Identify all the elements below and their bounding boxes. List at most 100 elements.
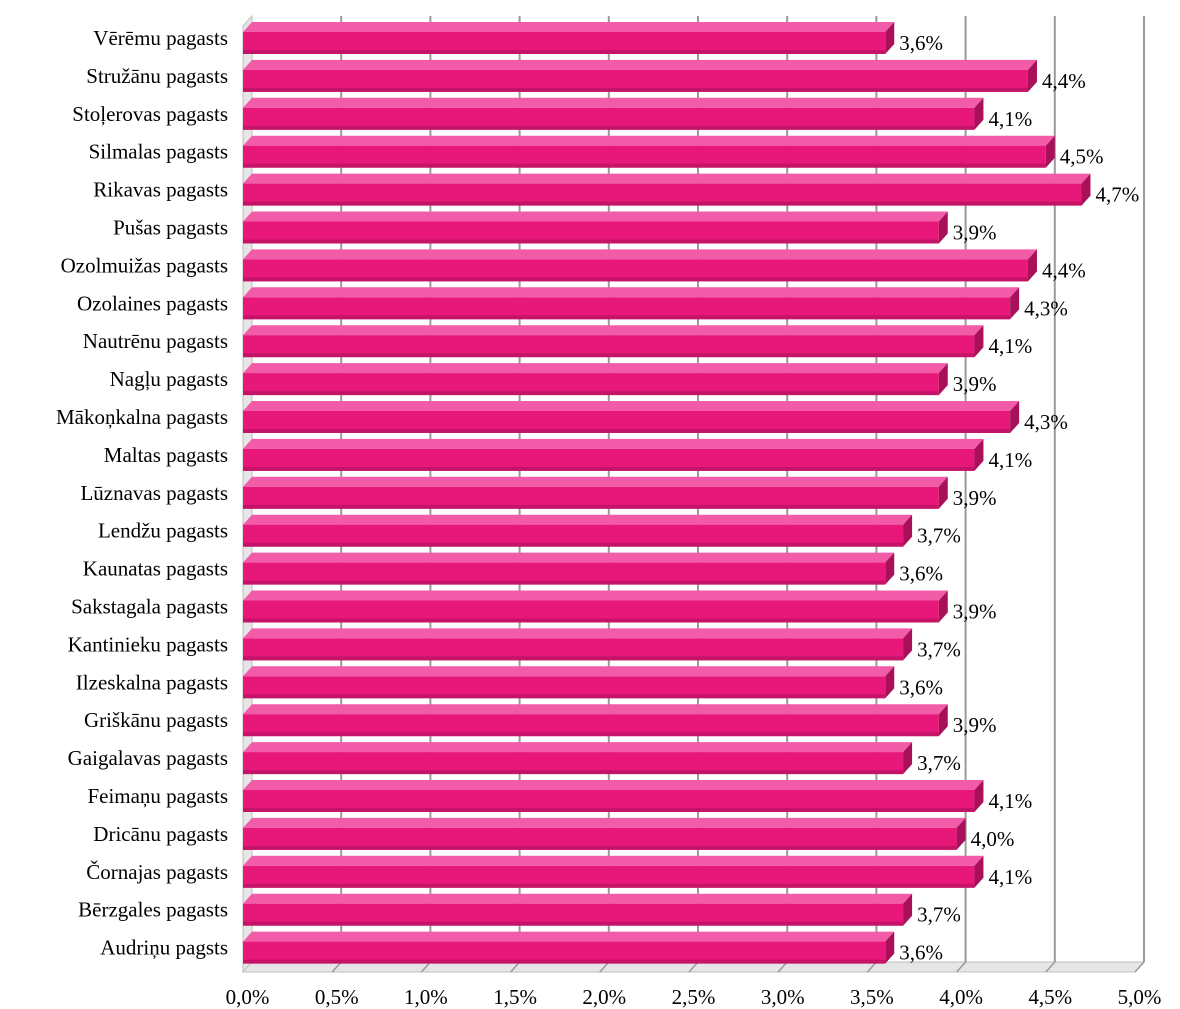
bar-front <box>243 373 939 396</box>
x-tick-label: 4,0% <box>939 985 983 1009</box>
bar-top <box>243 893 913 904</box>
x-tick-label: 0,0% <box>226 985 270 1009</box>
gridline-floor <box>688 961 699 973</box>
bar-shadow <box>243 353 975 358</box>
bar-front <box>243 524 904 547</box>
bar-end <box>974 438 984 471</box>
x-tick-label: 0,5% <box>315 985 359 1009</box>
category-label: Mākoņkalna pagasts <box>56 405 228 429</box>
gridline-floor <box>1134 961 1145 973</box>
data-label: 4,5% <box>1060 145 1104 169</box>
bar-end <box>1045 135 1055 168</box>
bar-front <box>243 827 957 850</box>
bar-end <box>938 590 948 623</box>
bar-shadow <box>243 770 904 775</box>
category-label: Griškānu pagasts <box>84 708 228 732</box>
bar-front <box>243 790 975 812</box>
bar <box>243 287 1020 320</box>
bar-shadow <box>243 50 886 54</box>
bar-front <box>243 69 1028 92</box>
bar-front <box>243 600 939 623</box>
bar-top <box>243 931 895 942</box>
category-label: Audriņu pagsts <box>100 936 228 960</box>
bar-top <box>243 780 984 790</box>
bar-front <box>243 259 1028 282</box>
gridline-floor <box>420 961 431 973</box>
bar <box>243 552 895 585</box>
data-label: 3,9% <box>953 713 997 737</box>
bar-shadow <box>243 163 1046 168</box>
data-label: 3,7% <box>917 524 961 548</box>
bar-end <box>938 211 948 244</box>
bar-end <box>885 22 895 54</box>
bar-shadow <box>243 618 939 623</box>
bar <box>243 704 948 737</box>
bar <box>243 855 984 888</box>
bar-end <box>974 780 984 812</box>
category-label: Lendžu pagasts <box>98 519 228 543</box>
category-label: Stružānu pagasts <box>86 64 228 88</box>
category-label: Maltas pagasts <box>104 443 228 467</box>
bar-end <box>974 325 984 358</box>
x-tick-label: 5,0% <box>1118 985 1162 1009</box>
gridline-floor <box>1045 961 1056 973</box>
data-label: 3,7% <box>917 637 961 661</box>
x-tick-label: 2,5% <box>672 985 716 1009</box>
bar <box>243 893 913 926</box>
bar-shadow <box>243 808 975 812</box>
data-label: 3,6% <box>899 675 943 699</box>
bar <box>243 931 895 964</box>
category-label: Lūznavas pagasts <box>80 481 228 505</box>
data-label: 4,4% <box>1042 258 1086 282</box>
bar-top <box>243 855 984 866</box>
bars <box>243 22 1091 964</box>
x-tick-label: 4,5% <box>1028 985 1072 1009</box>
data-label: 4,1% <box>988 448 1032 472</box>
gridline-floor <box>866 961 877 973</box>
data-label: 4,0% <box>971 827 1015 851</box>
bar-shadow <box>243 921 904 926</box>
gridline-floor <box>956 961 967 973</box>
data-label: 4,1% <box>988 865 1032 889</box>
bar-front <box>243 676 886 699</box>
category-label: Vērēmu pagasts <box>93 26 228 50</box>
data-label: 3,6% <box>899 31 943 55</box>
bar <box>243 97 984 130</box>
category-label: Kantinieku pagasts <box>68 632 228 656</box>
bar-end <box>903 742 913 775</box>
bar <box>243 135 1055 168</box>
data-label: 3,9% <box>953 221 997 245</box>
category-label: Ozolmuižas pagasts <box>61 253 228 277</box>
x-tick-label: 1,0% <box>404 985 448 1009</box>
bar-shadow <box>243 845 957 850</box>
category-label: Kaunatas pagasts <box>83 557 228 581</box>
bar-shadow <box>243 391 939 396</box>
bar <box>243 476 948 509</box>
category-label: Rikavas pagasts <box>93 178 228 202</box>
bar-front <box>243 107 975 130</box>
bar <box>243 742 913 775</box>
bar-shadow <box>243 504 939 509</box>
bar-top <box>243 742 913 753</box>
bar-top <box>243 590 948 601</box>
x-tick-label: 1,5% <box>493 985 537 1009</box>
bar <box>243 590 948 623</box>
bar-front <box>243 32 886 54</box>
bar-top <box>243 135 1055 146</box>
bar-front <box>243 448 975 471</box>
bar <box>243 363 948 396</box>
data-label: 3,6% <box>899 562 943 586</box>
bar-shadow <box>243 315 1011 320</box>
x-tick-label: 3,0% <box>761 985 805 1009</box>
bar-front <box>243 411 1011 433</box>
category-label: Ilzeskalna pagasts <box>76 670 228 694</box>
gridline-floor <box>331 961 342 973</box>
category-label: Nagļu pagasts <box>110 367 228 391</box>
category-label: Feimaņu pagasts <box>87 784 228 808</box>
bar-end <box>1027 249 1037 282</box>
bar-top <box>243 514 913 525</box>
bar-front <box>243 941 886 964</box>
bar-front <box>243 638 904 661</box>
bar-top <box>243 476 948 487</box>
